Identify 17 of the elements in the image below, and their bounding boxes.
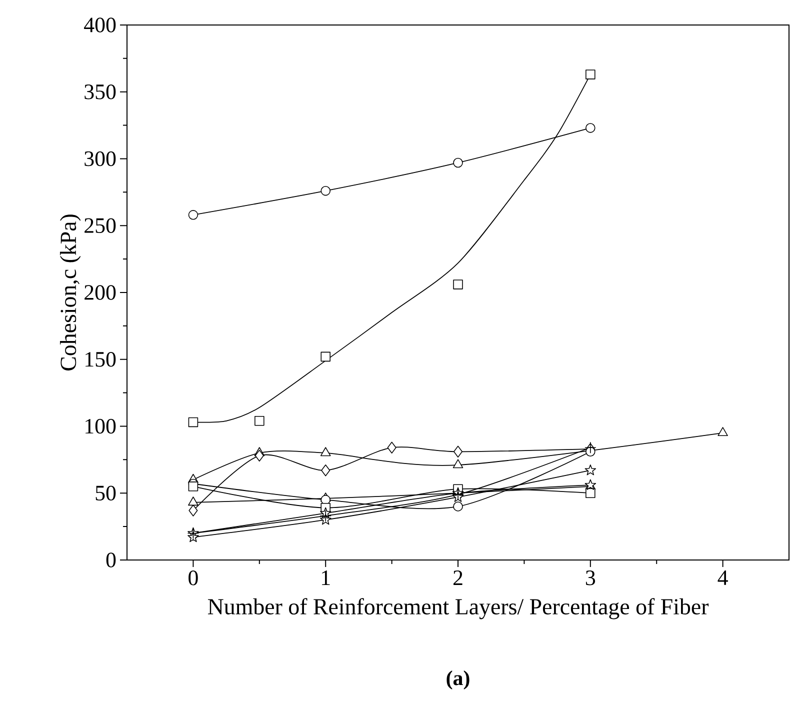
text: (a) xyxy=(446,670,470,690)
y-tick-label: 150 xyxy=(86,352,116,367)
y-tick-label: 50 xyxy=(96,486,116,501)
x-tick-label: 3 xyxy=(586,570,596,586)
x-tick-label: 2 xyxy=(454,570,462,586)
y-tick-label: 350 xyxy=(84,84,116,100)
x-axis-title: Number of Reinforcement Layers/ Percentage of Fiber xyxy=(208,598,709,620)
y-tick-label: 400 xyxy=(84,18,116,32)
y-tick-label: 250 xyxy=(84,218,116,234)
x-tick-label: 0 xyxy=(188,570,198,586)
y-tick-label: 0 xyxy=(106,552,116,568)
y-tick-label: 200 xyxy=(84,285,116,300)
x-tick-label: 4 xyxy=(718,570,728,585)
y-tick-label: 100 xyxy=(86,418,116,434)
x-tick-label: 1 xyxy=(322,570,330,585)
y-tick-label: 300 xyxy=(84,151,116,166)
y-axis-title: Cohesion,c (kPa) xyxy=(60,214,81,370)
